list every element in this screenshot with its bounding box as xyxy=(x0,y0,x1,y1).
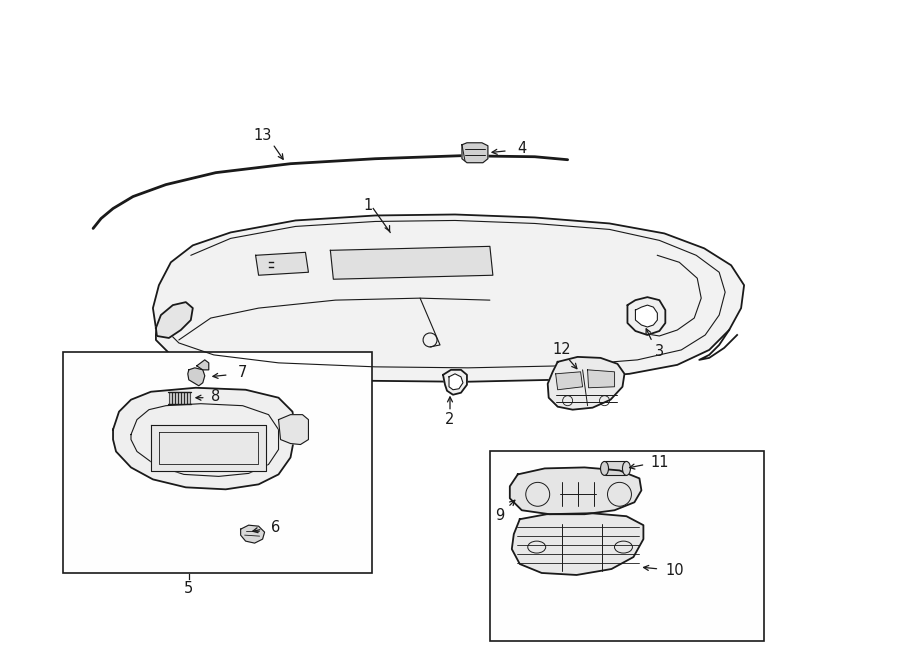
Text: 8: 8 xyxy=(212,389,220,405)
Polygon shape xyxy=(627,297,665,335)
Text: 1: 1 xyxy=(364,198,373,213)
Polygon shape xyxy=(278,414,309,444)
FancyBboxPatch shape xyxy=(63,352,373,573)
Polygon shape xyxy=(175,392,178,404)
Polygon shape xyxy=(462,143,488,163)
Polygon shape xyxy=(188,368,205,386)
Polygon shape xyxy=(184,392,187,404)
Text: 2: 2 xyxy=(446,412,454,427)
Polygon shape xyxy=(156,302,193,338)
Text: 13: 13 xyxy=(254,128,272,143)
Text: 10: 10 xyxy=(665,563,684,578)
Text: 5: 5 xyxy=(184,582,194,596)
Polygon shape xyxy=(509,467,642,514)
Polygon shape xyxy=(113,388,295,489)
Polygon shape xyxy=(449,374,463,390)
Polygon shape xyxy=(512,513,643,575)
Text: 9: 9 xyxy=(495,508,505,523)
Polygon shape xyxy=(153,214,744,382)
Polygon shape xyxy=(555,372,582,390)
Polygon shape xyxy=(256,253,309,275)
Polygon shape xyxy=(443,370,467,395)
Polygon shape xyxy=(181,392,184,404)
Polygon shape xyxy=(187,392,190,404)
Polygon shape xyxy=(178,392,181,404)
Polygon shape xyxy=(548,357,625,410)
Text: 7: 7 xyxy=(238,366,248,380)
Text: 4: 4 xyxy=(518,141,526,156)
Ellipse shape xyxy=(600,461,608,475)
FancyBboxPatch shape xyxy=(490,451,764,641)
Text: 3: 3 xyxy=(655,344,664,360)
Polygon shape xyxy=(197,360,209,370)
Text: 11: 11 xyxy=(650,455,669,470)
Bar xyxy=(605,461,626,475)
Polygon shape xyxy=(588,370,615,388)
Polygon shape xyxy=(172,392,175,404)
Polygon shape xyxy=(240,525,265,543)
Polygon shape xyxy=(330,247,493,279)
Polygon shape xyxy=(151,424,266,471)
Polygon shape xyxy=(635,305,657,327)
Text: 12: 12 xyxy=(553,342,571,358)
Ellipse shape xyxy=(623,461,630,475)
Polygon shape xyxy=(169,392,172,404)
Text: 6: 6 xyxy=(271,520,280,535)
